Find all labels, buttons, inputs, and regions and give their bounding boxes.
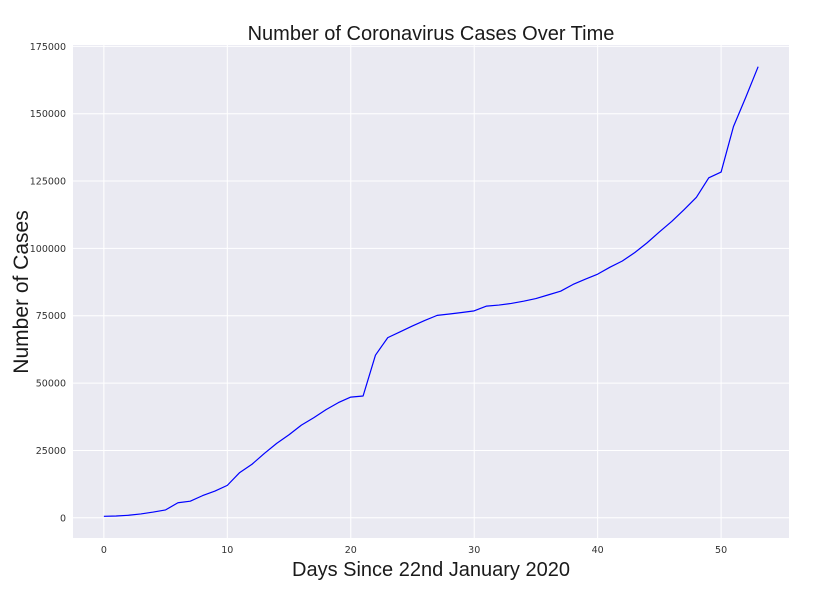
x-axis-ticks: 0 10 20 30 40 50 [101,545,727,556]
series-line [103,66,759,517]
y-tick-label: 0 [60,513,66,524]
x-axis-label: Days Since 22nd January 2020 [292,559,570,581]
x-tick-label: 30 [468,545,480,556]
grid-lines [73,45,789,538]
plot-area [73,45,789,538]
y-tick-label: 50000 [36,379,66,390]
y-tick-label: 100000 [30,244,66,255]
chart-title: Number of Coronavirus Cases Over Time [248,23,615,45]
x-tick-label: 50 [715,545,727,556]
y-axis-label: Number of Cases [10,210,33,373]
y-tick-label: 125000 [30,177,66,188]
x-tick-label: 20 [345,545,357,556]
x-tick-label: 10 [221,545,233,556]
y-axis-ticks: 0 25000 50000 75000 100000 125000 150000 175000 [30,42,66,524]
y-tick-label: 25000 [36,446,66,457]
y-tick-label: 150000 [30,109,66,120]
x-tick-label: 40 [592,545,604,556]
y-tick-label: 75000 [36,311,66,322]
y-tick-label: 175000 [30,42,66,53]
series-group [103,66,759,517]
x-tick-label: 0 [101,545,107,556]
